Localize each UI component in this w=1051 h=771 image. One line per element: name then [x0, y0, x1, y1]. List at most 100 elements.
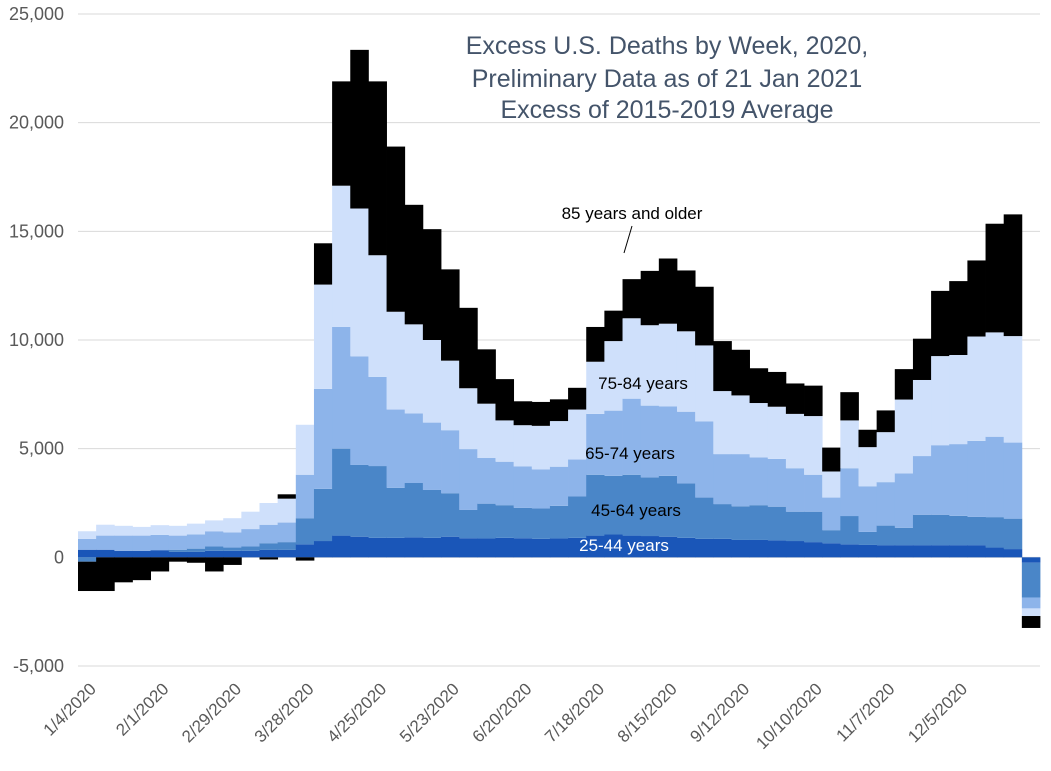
bar-segment: [985, 332, 1005, 437]
bar-segment: [477, 538, 496, 558]
bar-segment: [205, 531, 224, 547]
bar-segment: [332, 448, 351, 536]
bar-segment: [695, 345, 714, 422]
bar-segment: [586, 413, 605, 475]
x-tick-label: 6/20/2020: [469, 679, 536, 746]
bar-segment: [640, 325, 660, 406]
bar-segment: [640, 536, 660, 558]
bar-segment: [241, 546, 260, 551]
bar-segment: [804, 474, 823, 512]
bar-segment: [749, 457, 769, 506]
bar-segment: [477, 458, 496, 504]
bar-segment: [658, 258, 678, 324]
bar-segment: [767, 406, 787, 459]
bar-segment: [332, 81, 351, 186]
bar-segment: [386, 146, 406, 312]
bar-segment: [949, 545, 968, 558]
bar-segment: [912, 456, 932, 515]
bar-segment: [78, 561, 97, 592]
bar-segment: [731, 539, 750, 558]
bar-segment: [912, 379, 932, 457]
bar-segment: [259, 524, 279, 544]
bar-segment: [822, 530, 841, 544]
bar-segment: [1021, 597, 1041, 609]
bar-segment: [96, 557, 115, 592]
bar-segment: [894, 399, 914, 474]
bar-segment: [332, 535, 351, 558]
bar-segment: [114, 557, 133, 583]
bar-segment: [822, 497, 841, 531]
bar-segment: [967, 336, 986, 441]
bar-segment: [767, 506, 787, 541]
bar-segment: [477, 349, 496, 404]
x-tick-label: 3/28/2020: [251, 679, 318, 746]
bar-segment: [495, 420, 515, 462]
y-tick-label: -5,000: [13, 656, 64, 676]
bar-segment: [785, 413, 805, 469]
bar-segment: [658, 406, 678, 476]
x-tick-label: 1/4/2020: [40, 679, 100, 739]
bar-segment: [876, 482, 896, 526]
bar-segment: [368, 81, 387, 256]
bar-segment: [949, 444, 968, 516]
bar-segment: [350, 49, 369, 209]
bar-segment: [1021, 557, 1041, 563]
bar-segment: [186, 551, 206, 558]
bar-segment: [858, 486, 878, 532]
bar-segment: [531, 469, 551, 509]
bar-segment: [223, 532, 242, 548]
bar-segment: [150, 525, 170, 535]
bar-segment: [1021, 608, 1041, 617]
x-tick-label: 2/29/2020: [178, 679, 245, 746]
series-annotation: 85 years and older: [562, 204, 703, 223]
bar-segment: [731, 454, 750, 507]
bar-segment: [332, 185, 351, 327]
bar-segment: [840, 516, 859, 545]
bar-segment: [676, 331, 696, 412]
bar-segment: [477, 403, 496, 459]
bar-segment: [858, 447, 878, 487]
bar-segment: [767, 458, 787, 507]
bar-segment: [1003, 336, 1023, 443]
bar-segment: [713, 504, 732, 539]
bar-segment: [894, 545, 914, 558]
bar-segment: [368, 537, 387, 558]
bar-segment: [822, 543, 841, 558]
bar-segment: [931, 514, 950, 546]
bar-segment: [186, 534, 206, 549]
bar-segment: [640, 405, 660, 478]
chart-title: Excess U.S. Deaths by Week, 2020, Prelimi…: [466, 32, 869, 124]
bar-segment: [822, 447, 841, 472]
bar-segment: [168, 549, 188, 552]
bar-segment: [658, 475, 678, 537]
bar-segment: [313, 541, 333, 558]
bar-segment: [531, 425, 551, 470]
bar-segment: [549, 466, 569, 506]
bar-segment: [676, 483, 696, 538]
bar-segment: [350, 536, 369, 558]
bar-segment: [313, 388, 333, 489]
bar-segment: [676, 411, 696, 484]
bar-segment: [404, 413, 424, 484]
bar-segment: [804, 542, 823, 558]
bar-segment: [313, 488, 333, 542]
bar-segment: [640, 270, 660, 326]
bar-segment: [477, 503, 496, 539]
bar-segment: [985, 517, 1005, 548]
bar-segment: [295, 544, 315, 558]
x-tick-label: 11/7/2020: [833, 679, 899, 745]
bar-segment: [894, 527, 914, 546]
bar-segment: [241, 550, 260, 558]
bar-segment: [513, 401, 533, 426]
bar-segment: [549, 505, 569, 539]
bar-segment: [604, 341, 623, 411]
bar-segment: [441, 430, 460, 494]
series-labels: 85 years and older 75-84 years 65-74 years…: [562, 204, 703, 555]
bar-segment: [368, 255, 387, 377]
bar-segment: [459, 509, 478, 539]
y-tick-label: 0: [54, 547, 64, 567]
bar-segment: [441, 269, 460, 361]
bar-segment: [713, 538, 732, 558]
